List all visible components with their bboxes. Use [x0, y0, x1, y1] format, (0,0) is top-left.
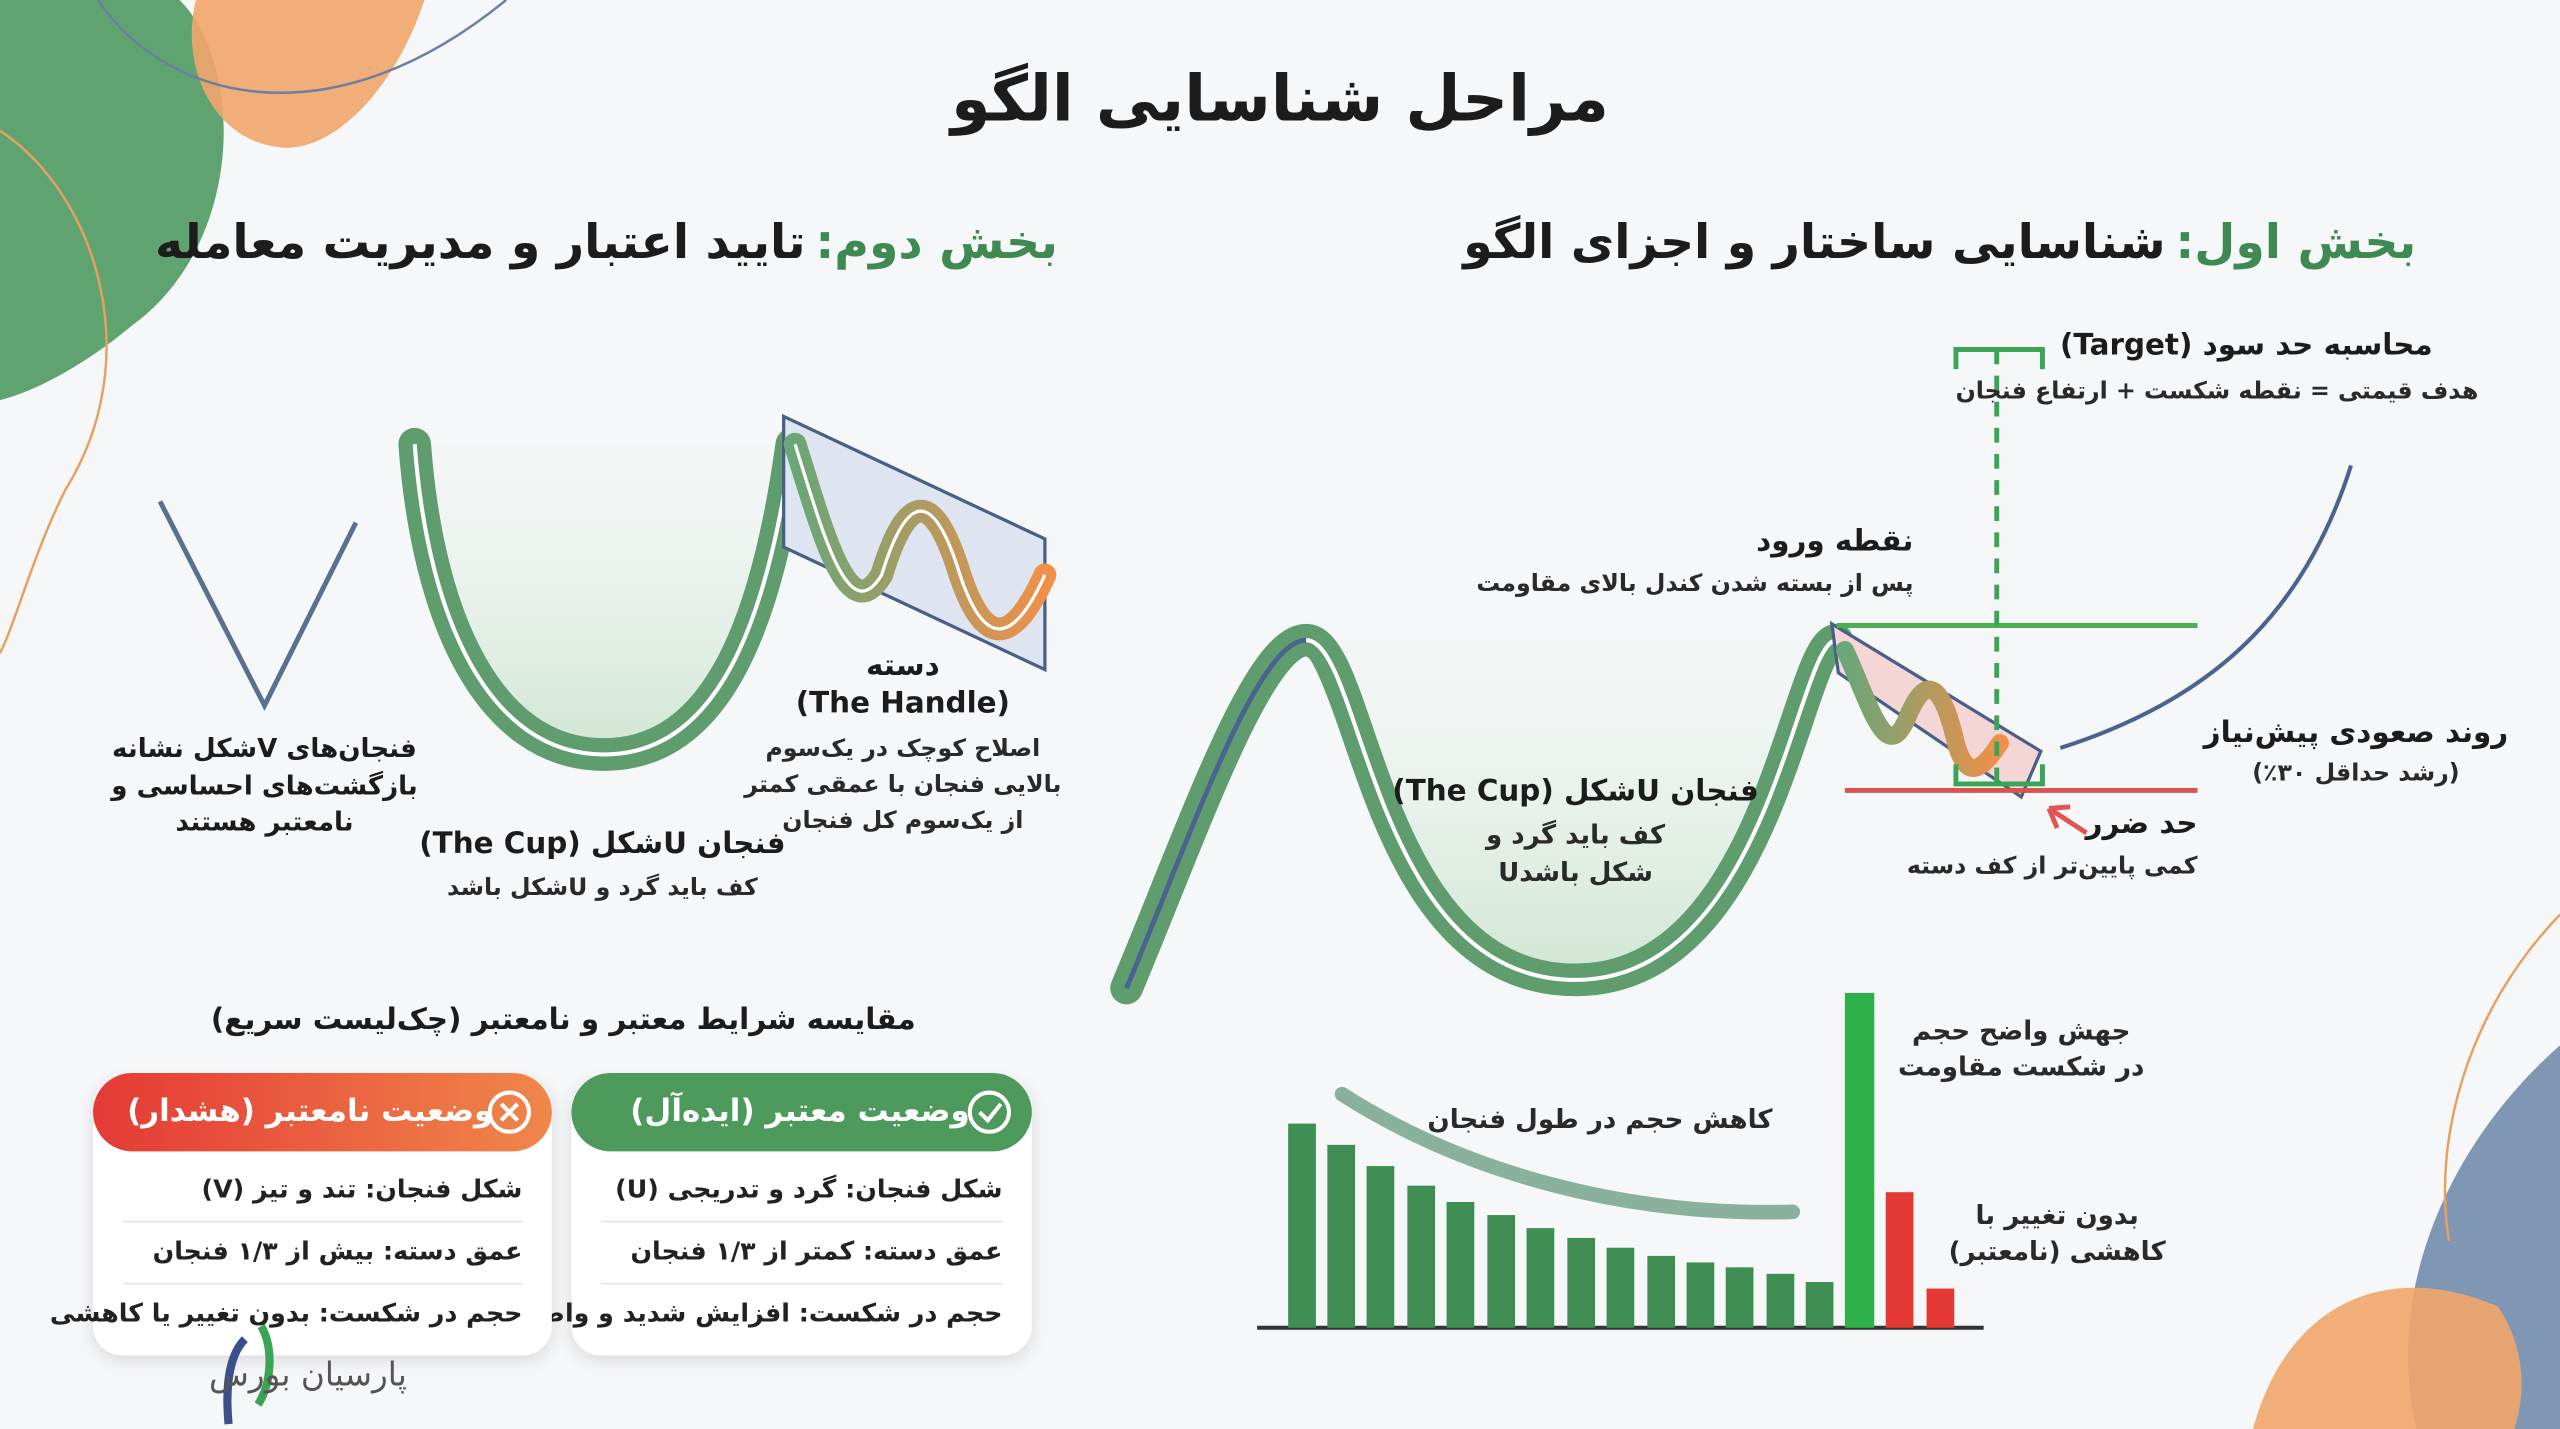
section-heading: بخش اول:شناسایی ساختار و اجزای الگو	[1461, 214, 2416, 270]
cup-note: Uشکل باشد	[1498, 858, 1653, 888]
volume-note: کاهشی (نامعتبر)	[1949, 1237, 2167, 1267]
section-title: تایید اعتبار و مدیریت معامله	[155, 215, 805, 270]
target-title: محاسبه حد سود (Target)	[2060, 328, 2433, 362]
handle-note: بالایی فنجان با عمقی کمتر	[743, 770, 1061, 798]
title: مراحل شناسایی الگو	[948, 62, 1609, 136]
volume-note: کاهش حجم در طول فنجان	[1427, 1105, 1773, 1135]
logo-text: پارسیان بورس	[209, 1356, 407, 1394]
section-label: بخش دوم:	[815, 215, 1058, 270]
logo: پارسیان بورس	[209, 1324, 407, 1425]
entry-title: نقطه ورود	[1756, 524, 1913, 558]
card-title: وضعیت نامعتبر (هشدار)	[127, 1093, 493, 1129]
cup-note: کف باید گرد و Uشکل باشد	[447, 873, 758, 901]
card-row: شکل فنجان: گرد و تدریجی (U)	[615, 1174, 1002, 1205]
handle-note: اصلاح کوچک در یک‌سوم	[765, 734, 1040, 762]
uptrend-title: روند صعودی پیش‌نیاز	[2202, 715, 2508, 750]
checklist-title: مقایسه شرایط معتبر و نامعتبر (چک‌لیست سر…	[211, 1002, 916, 1037]
card-title: وضعیت معتبر (ایده‌آل)	[630, 1091, 970, 1129]
card-row: عمق دسته: کمتر از ۱/۳ فنجان	[630, 1237, 1002, 1267]
v-cup-note: فنجان‌های Vشکل نشانه بازگشت‌های احساسی و…	[109, 734, 417, 837]
uptrend-note: (رشد حداقل ۳۰٪)	[2252, 759, 2459, 787]
stop-loss-title: حد ضرر	[2084, 806, 2198, 840]
note-line: فنجان‌های Vشکل نشانه	[112, 734, 417, 764]
note-line: بازگشت‌های احساسی و	[109, 771, 417, 802]
volume-note: در شکست مقاومت	[1898, 1053, 2144, 1083]
card-row: حجم در شکست: افزایش شدید و واضح	[522, 1299, 1002, 1329]
card-row: حجم در شکست: بدون تغییر یا کاهشی	[50, 1299, 523, 1329]
stop-loss-note: کمی پایین‌تر از کف دسته	[1907, 852, 2198, 880]
handle-note: از یک‌سوم کل فنجان	[782, 806, 1023, 834]
volume-note: بدون تغییر با	[1976, 1201, 2139, 1231]
handle-subtitle: (The Handle)	[796, 685, 1010, 719]
target-formula: هدف قیمتی = نقطه شکست + ارتفاع فنجان	[1956, 376, 2479, 404]
section-heading: بخش دوم:تایید اعتبار و مدیریت معامله	[155, 215, 1058, 270]
card-row: عمق دسته: بیش از ۱/۳ فنجان	[153, 1237, 523, 1267]
entry-note: پس از بسته شدن کندل بالای مقاومت	[1476, 569, 1913, 597]
card-row: شکل فنجان: تند و تیز (V)	[202, 1175, 523, 1205]
cup-note: کف باید گرد و	[1484, 820, 1666, 851]
note-line: نامعتبر هستند	[175, 808, 353, 838]
section-label: بخش اول:	[2175, 215, 2416, 270]
volume-note: جهش واضح حجم	[1912, 1017, 2130, 1047]
valid-card: وضعیت معتبر (ایده‌آل) شکل فنجان: گرد و ت…	[522, 1072, 1032, 1356]
cup-title: فنجان Uشکل (The Cup)	[1392, 774, 1758, 808]
section-title: شناسایی ساختار و اجزای الگو	[1461, 214, 2165, 270]
handle-title: دسته	[866, 648, 940, 682]
cup-title: فنجان Uشکل (The Cup)	[419, 826, 785, 860]
invalid-card: وضعیت نامعتبر (هشدار) شکل فنجان: تند و ت…	[50, 1072, 552, 1356]
right-diagram	[1110, 347, 2353, 1330]
left-diagram	[157, 413, 1057, 771]
